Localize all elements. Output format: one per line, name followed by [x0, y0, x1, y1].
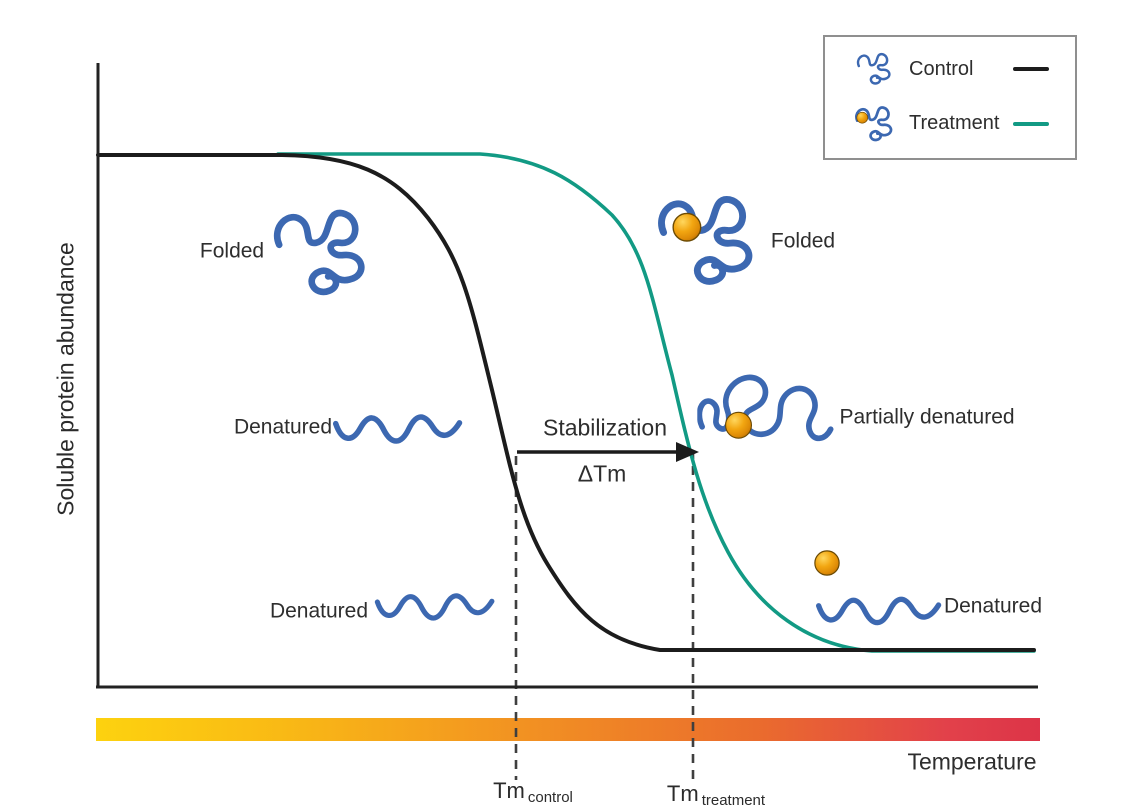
- legend-item-control: Control: [839, 50, 1061, 88]
- denatured-label: Denatured: [233, 415, 333, 439]
- ligand-sphere-icon: [672, 212, 702, 242]
- partially-denatured-label: Partially denatured: [839, 405, 1015, 429]
- legend-label: Treatment: [909, 112, 1000, 135]
- protein-ligand-icon: [839, 103, 909, 145]
- stabilization-arrow-head: [676, 442, 699, 462]
- treatment-curve: [276, 152, 1036, 653]
- denatured-label: Denatured: [943, 594, 1043, 618]
- tm-control-main: Tm: [493, 778, 525, 803]
- denatured-protein-icon: [814, 589, 944, 631]
- control-curve: [96, 153, 1036, 652]
- folded-label: Folded: [770, 229, 836, 253]
- tm-treatment-subscript: treatment: [701, 792, 766, 805]
- legend-label: Control: [909, 57, 974, 80]
- legend: Control Treatment: [823, 35, 1077, 160]
- temperature-gradient-bar: [96, 718, 1040, 741]
- protein-folded-icon: [839, 50, 909, 88]
- y-axis-label: Soluble protein abundance: [52, 242, 79, 516]
- legend-item-treatment: Treatment: [839, 103, 1061, 145]
- folded-protein-ligand-icon: [652, 188, 760, 294]
- tm-control-label: Tm control: [493, 778, 573, 805]
- ligand-sphere-icon: [725, 411, 753, 439]
- treatment-line-swatch: [1013, 121, 1049, 126]
- tm-control-subscript: control: [527, 789, 573, 805]
- delta-tm-label: ΔTm: [577, 460, 627, 487]
- partially-denatured-protein-icon: [697, 367, 835, 464]
- denatured-protein-icon: [373, 585, 497, 627]
- folded-protein-icon: [267, 202, 373, 304]
- denatured-label: Denatured: [269, 599, 369, 623]
- tm-treatment-main: Tm: [666, 781, 699, 805]
- free-ligand-sphere-icon: [814, 550, 840, 576]
- stabilization-label: Stabilization: [542, 414, 668, 441]
- denatured-protein-icon: [331, 405, 465, 451]
- folded-label: Folded: [199, 239, 265, 263]
- control-line-swatch: [1013, 67, 1049, 72]
- tm-treatment-label: Tm treatment: [667, 781, 765, 805]
- x-axis-label: Temperature: [907, 748, 1037, 775]
